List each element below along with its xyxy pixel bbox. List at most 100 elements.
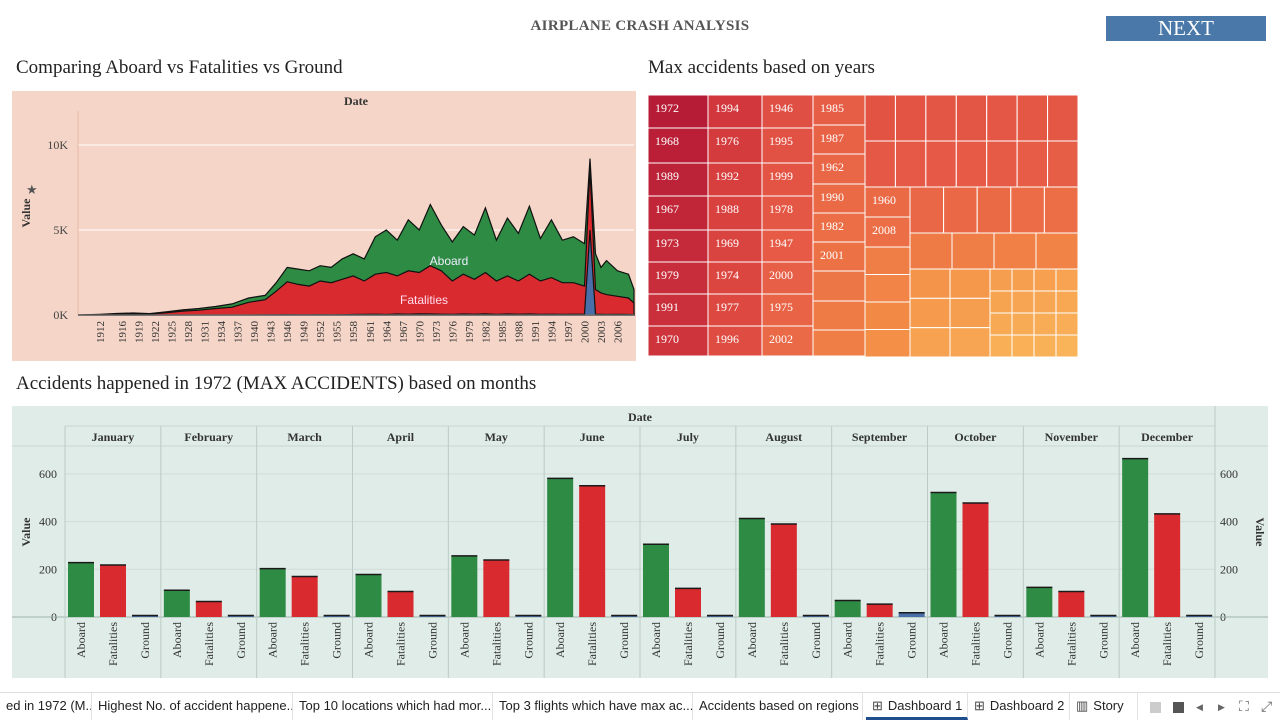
measure-label: Aboard — [362, 622, 376, 658]
y-tick-label-left: 400 — [39, 515, 57, 529]
max-accidents-years-treemap[interactable]: 1972 1968 1989 1967 1973 1979 1991 1970 1994 1976… — [648, 95, 1078, 357]
treemap-cell — [1055, 268, 1078, 292]
treemap-cell — [864, 301, 911, 330]
dashboard-title: AIRPLANE CRASH ANALYSIS — [530, 18, 750, 34]
bar-aboard — [834, 600, 861, 617]
treemap-cell — [707, 325, 763, 357]
x-tick-label: 1931 — [200, 321, 212, 343]
treemap-cell — [976, 186, 1012, 234]
expand-icon[interactable]: ⤢ — [1261, 698, 1273, 714]
month-header: September — [852, 430, 908, 444]
bar-aboard — [68, 562, 94, 617]
treemap-cell — [864, 95, 896, 142]
bar-fatalities — [291, 576, 318, 617]
treemap-cell — [707, 261, 763, 295]
x-tick-label: 1994 — [546, 321, 558, 344]
y-tick-label-right: 600 — [1220, 467, 1238, 481]
x-tick-label: 1943 — [266, 321, 278, 344]
sheet-tab-6[interactable]: ⊞ Dashboard 1 — [866, 693, 968, 720]
treemap-cell — [894, 140, 927, 188]
treemap-cell — [1033, 312, 1057, 336]
treemap-cell-label: 1962 — [820, 160, 844, 174]
treemap-cell — [993, 232, 1037, 270]
treemap-cell — [864, 329, 911, 357]
prev-sheet-icon[interactable]: ◀ — [1196, 702, 1203, 712]
treemap-cell — [812, 95, 866, 126]
area-aboard — [77, 158, 635, 316]
sheet-tab-7[interactable]: ⊞ Dashboard 2 — [968, 693, 1070, 720]
x-tick-label: 1961 — [365, 321, 377, 343]
treemap-cell — [761, 95, 814, 129]
treemap-title: Max accidents based on years — [648, 57, 875, 78]
thumbnail-icon[interactable] — [1173, 702, 1184, 713]
bar-fatalities — [1154, 513, 1181, 617]
x-tick-label: 1925 — [167, 321, 179, 344]
x-tick-label: 1955 — [332, 321, 344, 344]
treemap-cell — [955, 95, 988, 142]
month-header: April — [387, 430, 415, 444]
y-tick-label-left: 200 — [39, 562, 57, 576]
bar-aboard — [643, 544, 669, 617]
treemap-cell — [812, 212, 866, 243]
sheet-tab-label: Dashboard 1 — [887, 698, 963, 713]
story-icon: ▥ — [1076, 698, 1089, 713]
treemap-cell — [909, 297, 951, 329]
treemap-cell — [955, 140, 988, 188]
treemap-cell-label: 1972 — [655, 101, 679, 115]
treemap-cell-label: 1987 — [820, 131, 844, 145]
filmstrip-icon[interactable] — [1150, 702, 1161, 713]
dashboard-icon: ⊞ — [974, 698, 985, 713]
month-header: June — [580, 430, 605, 444]
treemap-cell — [648, 229, 709, 263]
sheet-tab-8[interactable]: ▥ Story — [1070, 693, 1138, 720]
sheet-tab-4[interactable]: Top 3 flights which have max ac... — [493, 693, 693, 720]
measure-label: Ground — [1001, 622, 1015, 659]
bar-fatalities — [1058, 591, 1085, 617]
treemap-cell — [989, 334, 1013, 357]
measure-label: Aboard — [745, 622, 759, 658]
treemap-cell — [1011, 268, 1035, 292]
treemap-cell-label: 1978 — [769, 202, 793, 216]
sheet-tab-3[interactable]: Top 10 locations which had mor... — [293, 693, 493, 720]
treemap-cell — [909, 327, 951, 357]
sheet-tab-bar: ed in 1972 (M... Highest No. of accident … — [0, 692, 1280, 720]
treemap-cell-label: 1973 — [655, 236, 679, 250]
treemap-cell — [949, 327, 991, 357]
treemap-cell-label: 1996 — [715, 332, 739, 346]
area-column-header: Date — [344, 94, 369, 108]
treemap-cell — [989, 290, 1013, 314]
aboard-fatalities-ground-area-chart[interactable]: Date 0K 5K 10K Value★ Aboard Fatalities 1912 191… — [12, 91, 636, 361]
next-button[interactable]: NEXT — [1106, 16, 1266, 41]
x-tick-label: 1997 — [563, 321, 575, 344]
treemap-cell — [949, 268, 991, 299]
x-tick-label: 1973 — [431, 321, 443, 344]
treemap-cell — [986, 95, 1018, 142]
x-tick-label: 1949 — [299, 321, 311, 344]
x-tick-label: 1922 — [150, 321, 162, 343]
sheet-tab-5[interactable]: Accidents based on regions — [693, 693, 863, 720]
measure-label: Ground — [809, 622, 823, 659]
x-tick-label: 1919 — [134, 321, 146, 344]
next-sheet-icon[interactable]: ▶ — [1218, 702, 1225, 712]
bar-fatalities — [100, 564, 126, 617]
sheet-tab-1[interactable]: ed in 1972 (M... — [0, 693, 92, 720]
treemap-cell — [1055, 290, 1078, 314]
treemap-cell-label: 1946 — [769, 101, 793, 115]
bar-fatalities — [962, 502, 989, 617]
treemap-cell — [812, 183, 866, 214]
treemap-cell — [812, 329, 866, 357]
bar-column-header: Date — [628, 410, 653, 424]
x-tick-label: 1967 — [398, 321, 410, 344]
treemap-cell-label: 1977 — [715, 300, 739, 314]
treemap-cell — [812, 241, 866, 272]
treemap-cell — [909, 186, 945, 234]
y-tick-label-left: 600 — [39, 467, 57, 481]
fullscreen-icon[interactable]: ⛶ — [1239, 698, 1249, 714]
bar-ground — [898, 612, 925, 617]
month-header: January — [92, 430, 135, 444]
sheet-tab-2[interactable]: Highest No. of accident happene... — [92, 693, 293, 720]
treemap-cell-label: 1968 — [655, 134, 679, 148]
bar-fatalities — [195, 601, 222, 617]
treemap-cell-label: 1990 — [820, 190, 844, 204]
